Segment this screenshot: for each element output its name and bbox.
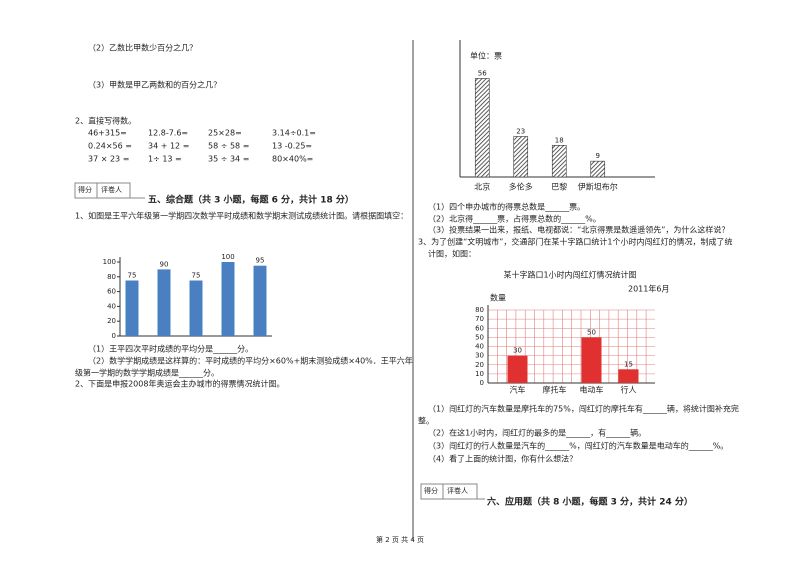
- arithmetic-item: 0.24×56 =: [88, 142, 132, 151]
- question: （1）王平四次平时成绩的平均分是______分。: [88, 344, 253, 354]
- score-label: 得分: [424, 486, 438, 495]
- x-tick-label: 行人: [621, 385, 637, 395]
- bar: [125, 280, 139, 336]
- bar: [474, 78, 490, 178]
- data-label: 75: [192, 272, 201, 280]
- chart-title: 某十字路口1小时内闯红灯情况统计图: [503, 270, 636, 280]
- x-tick-label: 摩托车: [543, 385, 567, 395]
- section-heading: 2、直接写得数。: [75, 116, 136, 126]
- y-tick-label: 50: [475, 333, 484, 341]
- y-tick-label: 80: [107, 273, 116, 281]
- question: 2、下面是申报2008年奥运会主办城市的得票情况统计图。: [75, 379, 284, 389]
- question: （4）看了上面的统计图，你有什么想法？: [428, 454, 577, 464]
- y-tick-label: 100: [103, 258, 116, 266]
- score-label: 得分: [78, 185, 92, 194]
- question: 级第一学期的数学学期成绩是______分。: [75, 368, 219, 378]
- data-label: 90: [160, 260, 169, 268]
- question: 3、为了创建“文明城市”，交通部门在某十字路口统计1个小时内闯红灯的情况，制成了…: [418, 237, 732, 247]
- arithmetic-item: 13 -0.25=: [272, 142, 312, 151]
- arithmetic-item: 1÷ 13 =: [148, 155, 182, 164]
- y-tick-label: 70: [475, 315, 484, 323]
- arithmetic-item: 3.14÷0.1=: [272, 129, 316, 138]
- section-title: 六、应用题（共 8 小题，每题 3 分，共计 24 分）: [487, 496, 693, 508]
- chart-subtitle: 2011年6月: [628, 284, 669, 294]
- section-title: 五、综合题（共 3 小题，每题 6 分，共计 18 分）: [148, 194, 354, 206]
- unit-label: 单位：票: [470, 51, 502, 61]
- question: （1）闯红灯的汽车数量是摩托车的75%，闯红灯的摩托车有______辆，将统计图…: [428, 404, 739, 414]
- data-label: 56: [478, 69, 487, 77]
- bar: [253, 265, 267, 336]
- question: （2）数学学期成绩是这样算的：平时成绩的平均分×60%+期末测验成绩×40%．王…: [88, 356, 413, 366]
- page-footer: 第 2 页 共 4 页: [376, 535, 424, 544]
- y-tick-label: 40: [107, 302, 116, 310]
- data-label: 30: [513, 347, 522, 355]
- axis-label: 数量: [490, 293, 506, 303]
- y-tick-label: 60: [107, 288, 116, 296]
- bar: [157, 269, 171, 336]
- data-label: 100: [221, 253, 234, 261]
- data-label: 23: [516, 128, 525, 136]
- y-tick-label: 20: [475, 361, 484, 369]
- question: 整。: [418, 416, 434, 426]
- data-label: 75: [128, 272, 137, 280]
- question: （2）乙数比甲数少百分之几？: [88, 43, 197, 53]
- x-tick-label: 汽车: [510, 385, 526, 395]
- y-tick-label: 30: [475, 352, 484, 360]
- x-tick-label: 巴黎: [551, 182, 567, 192]
- data-label: 18: [555, 136, 564, 144]
- data-label: 95: [256, 257, 265, 265]
- bar: [189, 280, 203, 336]
- data-label: 9: [596, 152, 600, 160]
- question: （2）在这1小时内，闯红灯的最多的是______，有______辆。: [428, 428, 646, 438]
- arithmetic-item: 46+315=: [88, 129, 127, 138]
- question: （3）闯红灯的行人数量是汽车的______%，闯红灯的汽车数量是电动车的____…: [428, 441, 728, 451]
- arithmetic-item: 58 ÷ 58 =: [208, 142, 249, 151]
- x-tick-label: 伊斯坦布尔: [578, 182, 618, 192]
- y-tick-label: 0: [112, 332, 116, 340]
- bar: [551, 145, 567, 178]
- arithmetic-item: 25×28=: [208, 129, 242, 138]
- data-label: 15: [624, 360, 633, 368]
- x-tick-label: 北京: [474, 182, 490, 192]
- arithmetic-item: 37 × 23 =: [88, 155, 129, 164]
- bar: [221, 262, 235, 336]
- question: （3）甲数是甲乙两数和的百分之几？: [88, 80, 221, 90]
- bar: [507, 355, 528, 383]
- bar: [590, 160, 606, 178]
- grader-label: 评卷人: [447, 486, 468, 495]
- y-tick-label: 60: [475, 324, 484, 332]
- y-tick-label: 10: [475, 370, 484, 378]
- y-tick-label: 40: [475, 343, 484, 351]
- data-label: 50: [587, 328, 596, 336]
- question: （2）北京得______票，占得票总数的______%。: [428, 214, 601, 224]
- question: （3）投票结果一出来，报纸、电视都说：“北京得票是数遥遥领先”，为什么这样说？: [428, 225, 729, 235]
- arithmetic-item: 35 ÷ 34 =: [208, 155, 249, 164]
- bar: [581, 337, 602, 383]
- y-tick-label: 80: [475, 306, 484, 314]
- grader-label: 评卷人: [101, 185, 122, 194]
- arithmetic-item: 12.8-7.6=: [148, 129, 188, 138]
- question: （1）四个申办城市的得票总数是______票。: [428, 202, 585, 212]
- x-tick-label: 多伦多: [509, 182, 533, 192]
- y-tick-label: 20: [107, 317, 116, 325]
- x-tick-label: 电动车: [580, 385, 604, 395]
- bar: [618, 369, 639, 383]
- arithmetic-item: 80×40%=: [272, 155, 313, 164]
- question: 1、如图是王平六年级第一学期四次数学平时成绩和数学期末测试成绩统计图。请根据图填…: [75, 211, 408, 221]
- arithmetic-item: 34 + 12 =: [148, 142, 189, 151]
- question: 计图，如图：: [428, 249, 476, 259]
- y-tick-label: 0: [480, 379, 484, 387]
- bar: [513, 136, 529, 178]
